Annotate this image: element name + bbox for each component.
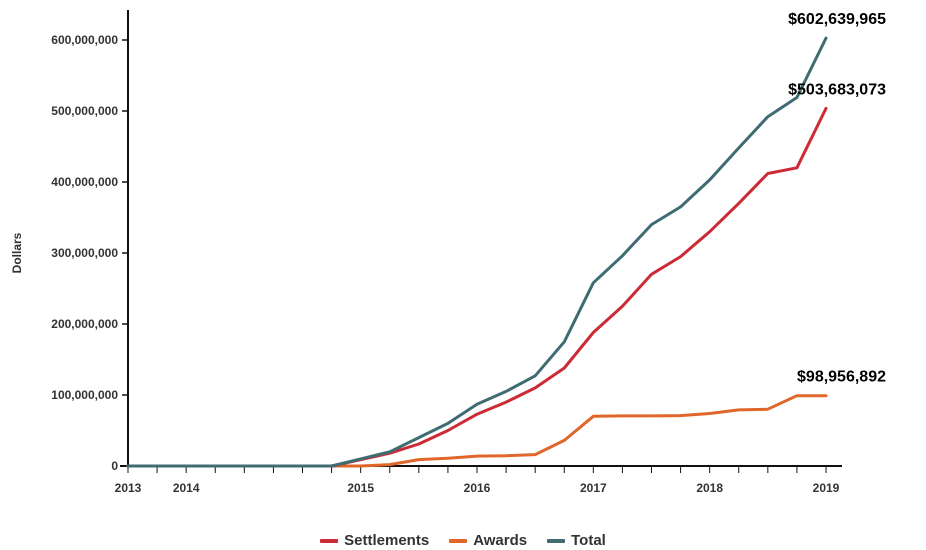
legend-item-awards[interactable]: Awards	[449, 532, 527, 549]
legend-label-settlements: Settlements	[344, 532, 430, 549]
legend-swatch-total	[547, 538, 566, 543]
x-tick-label: 2018	[696, 481, 723, 495]
y-tick-label: 500,000,000	[51, 104, 118, 118]
legend-swatch-settlements	[320, 538, 339, 543]
series-line-total	[126, 36, 828, 468]
end-label-settlements: $503,683,073	[788, 81, 886, 98]
series-lines	[126, 36, 828, 468]
y-axis-ticks: 0 100,000,000 200,000,000 300,000,000 400,00…	[51, 33, 128, 473]
x-tick-label: 2019	[813, 481, 840, 495]
x-axis-ticks: 2013 2014 2015 2016 2017 2018 2019	[115, 466, 840, 495]
legend-item-settlements[interactable]: Settlements	[320, 532, 429, 549]
y-tick-label: 0	[111, 459, 118, 473]
y-tick-label: 100,000,000	[51, 388, 118, 402]
y-axis-title: Dollars	[10, 232, 24, 273]
y-tick-label: 200,000,000	[51, 317, 118, 331]
end-labels: $503,683,073 $98,956,892 $602,639,965	[788, 11, 886, 386]
x-tick-label: 2016	[464, 481, 491, 495]
end-label-total: $602,639,965	[788, 11, 886, 28]
x-tick-label: 2014	[173, 481, 200, 495]
y-tick-label: 300,000,000	[51, 246, 118, 260]
legend-label-total: Total	[571, 532, 606, 549]
legend-label-awards: Awards	[473, 532, 528, 549]
legend: Settlements Awards Total	[0, 532, 926, 549]
x-tick-label: 2013	[115, 481, 142, 495]
y-tick-label: 600,000,000	[51, 33, 118, 47]
series-line-awards	[126, 394, 828, 468]
legend-swatch-awards	[449, 538, 468, 543]
x-tick-label: 2017	[580, 481, 607, 495]
y-tick-label: 400,000,000	[51, 175, 118, 189]
x-tick-label: 2015	[347, 481, 374, 495]
legend-item-total[interactable]: Total	[547, 532, 606, 549]
end-label-awards: $98,956,892	[797, 369, 886, 386]
